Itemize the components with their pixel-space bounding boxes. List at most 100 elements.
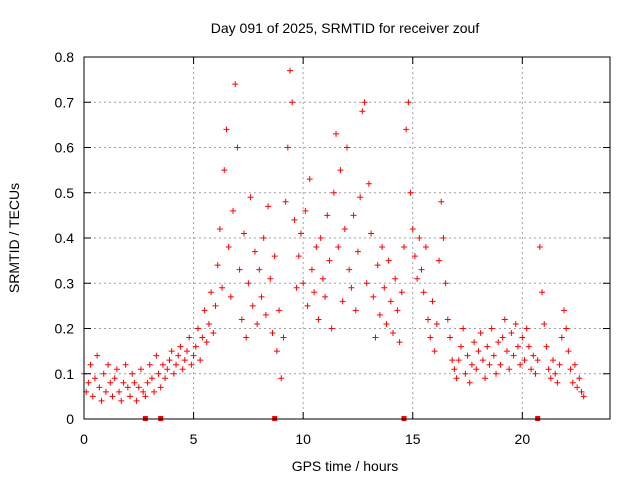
data-point [284, 144, 291, 151]
data-point [159, 361, 166, 368]
data-point [490, 352, 497, 359]
data-point [438, 198, 445, 205]
data-point [85, 379, 92, 386]
data-point [396, 339, 403, 346]
x-tick-label: 5 [190, 431, 198, 447]
data-point [96, 384, 103, 391]
data-point [357, 194, 364, 201]
data-point [302, 207, 309, 214]
data-point [311, 289, 318, 296]
x-tick-labels: 0 5 10 15 20 [80, 431, 530, 447]
data-point [422, 244, 429, 251]
data-point [451, 366, 458, 373]
data-point [319, 275, 326, 282]
data-point [385, 257, 392, 264]
data-point [405, 99, 412, 106]
data-point [258, 293, 265, 300]
y-tick-label: 0 [66, 411, 74, 427]
data-point [297, 230, 304, 237]
y-tick-label: 0.5 [55, 185, 75, 201]
data-point [517, 361, 524, 368]
data-point [420, 289, 427, 296]
data-point [501, 316, 508, 323]
data-point [376, 311, 383, 318]
data-point [466, 379, 473, 386]
data-point [383, 320, 390, 327]
data-point [543, 343, 550, 350]
data-point [300, 280, 307, 287]
data-point [315, 316, 322, 323]
axis-ticks [83, 56, 610, 420]
data-point [510, 352, 517, 359]
data-point [398, 289, 405, 296]
data-point [100, 370, 107, 377]
data-point [164, 366, 171, 373]
data-point [203, 339, 210, 346]
data-point [444, 316, 451, 323]
data-point [431, 348, 438, 355]
data-point [493, 370, 500, 377]
data-point [530, 352, 537, 359]
data-point [293, 284, 300, 291]
data-point [475, 348, 482, 355]
data-point [363, 280, 370, 287]
data-point [359, 108, 366, 115]
data-point [580, 393, 587, 400]
data-point [216, 225, 223, 232]
data-point [352, 307, 359, 314]
data-point [379, 244, 386, 251]
data-point [118, 397, 125, 404]
x-tick-label: 0 [80, 431, 88, 447]
data-point [148, 375, 155, 382]
data-point [124, 384, 131, 391]
data-point [212, 302, 219, 309]
data-point [249, 302, 256, 309]
data-point [552, 370, 559, 377]
data-point [129, 370, 136, 377]
data-point [556, 361, 563, 368]
data-point [536, 244, 543, 251]
data-point [243, 334, 250, 341]
y-tick-label: 0.8 [55, 49, 75, 65]
y-tick-label: 0.6 [55, 140, 75, 156]
x-tick-label: 15 [405, 431, 421, 447]
data-point [214, 262, 221, 269]
data-point [105, 361, 112, 368]
data-point [400, 244, 407, 251]
data-point [574, 384, 581, 391]
data-point [365, 180, 372, 187]
data-point [221, 167, 228, 174]
data-point [173, 361, 180, 368]
data-point [578, 388, 585, 395]
data-point [514, 343, 521, 350]
data-point [219, 284, 226, 291]
y-tick-label: 0.7 [55, 94, 75, 110]
data-point [350, 212, 357, 219]
data-point [247, 194, 254, 201]
data-point [127, 393, 134, 400]
data-point [528, 366, 535, 373]
data-point [455, 357, 462, 364]
data-point [287, 67, 294, 74]
data-point [550, 357, 557, 364]
data-point [326, 257, 333, 264]
data-point [368, 230, 375, 237]
y-tick-labels: 0 0.1 0.2 0.3 0.4 0.5 0.6 0.7 0.8 [55, 49, 75, 427]
data-point [208, 289, 215, 296]
data-point [464, 352, 471, 359]
data-point [508, 330, 515, 337]
data-point [563, 325, 570, 332]
data-point [254, 320, 261, 327]
x-tick-label: 20 [515, 431, 531, 447]
data-point [308, 266, 315, 273]
data-point [482, 375, 489, 382]
data-point [436, 257, 443, 264]
data-point [262, 311, 269, 318]
data-point [269, 330, 276, 337]
data-point [168, 348, 175, 355]
data-point [499, 334, 506, 341]
data-point [346, 266, 353, 273]
chart-title: Day 091 of 2025, SRMTID for receiver zou… [211, 20, 480, 36]
data-point [210, 330, 217, 337]
